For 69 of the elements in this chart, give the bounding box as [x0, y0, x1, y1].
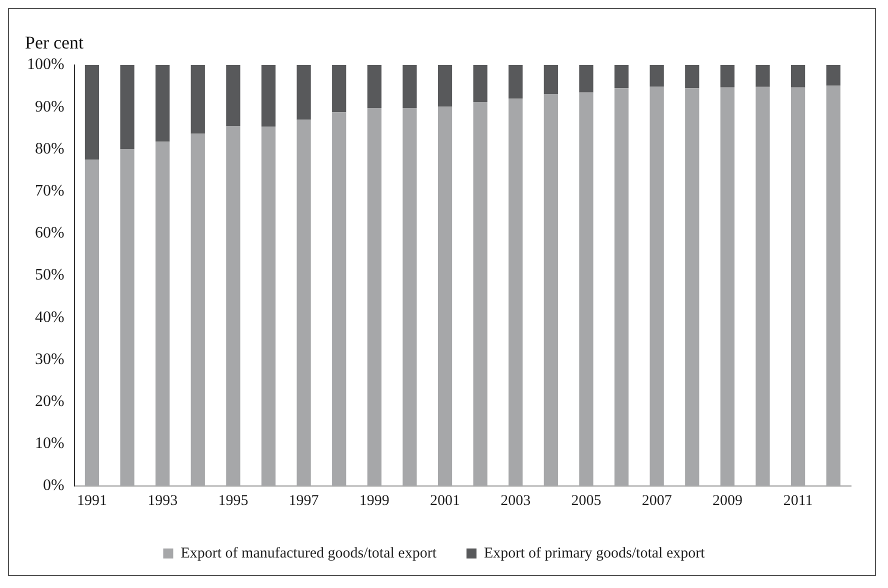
bar — [826, 65, 840, 86]
bar — [790, 65, 806, 88]
legend-label: Export of primary goods/total export — [484, 545, 706, 562]
bar — [720, 65, 734, 88]
bar — [790, 87, 806, 486]
y-tick-label: 20% — [35, 393, 64, 410]
bar — [438, 106, 452, 486]
x-tick-label: 2003 — [500, 492, 531, 509]
bar — [402, 65, 417, 108]
bar — [402, 108, 417, 486]
y-tick-label: 80% — [35, 140, 64, 158]
x-tick-label: 2009 — [712, 492, 742, 509]
bar — [720, 87, 734, 486]
bar — [544, 65, 558, 94]
y-tick-label: 100% — [27, 56, 64, 74]
bar — [614, 88, 629, 486]
y-tick-label: 30% — [35, 350, 64, 368]
bar — [826, 86, 840, 486]
x-tick-label: 1993 — [148, 492, 178, 509]
bar — [508, 98, 523, 486]
x-tick-label: 2001 — [430, 492, 460, 509]
x-tick-label: 2007 — [642, 492, 672, 509]
bar — [685, 65, 700, 88]
y-tick-label: 90% — [35, 98, 64, 116]
bar — [756, 65, 770, 87]
y-tick-label: 40% — [35, 308, 64, 326]
bar — [156, 65, 170, 142]
y-tick-label: 10% — [35, 435, 64, 452]
x-tick-label: 1997 — [288, 492, 320, 509]
bar — [296, 120, 311, 486]
bar — [473, 102, 488, 486]
y-tick-label: 60% — [35, 224, 64, 242]
bar — [190, 65, 205, 134]
bar — [296, 65, 311, 120]
bar — [332, 112, 346, 486]
bar — [261, 65, 276, 126]
bar — [650, 86, 664, 486]
bar — [544, 94, 558, 486]
bar — [367, 108, 382, 486]
x-tick-label: 2005 — [571, 492, 602, 509]
bar — [579, 65, 594, 92]
x-tick-label: 1991 — [76, 492, 107, 509]
bar — [156, 142, 170, 486]
y-tick-label: 0% — [43, 477, 64, 494]
bar — [438, 65, 452, 107]
x-tick-label: 2011 — [783, 492, 813, 509]
bar — [508, 65, 523, 99]
bar — [120, 149, 134, 486]
bar — [190, 134, 205, 486]
bar — [226, 65, 240, 126]
bar — [579, 92, 594, 486]
bar — [226, 126, 240, 486]
x-tick-label: 1999 — [359, 492, 390, 509]
bar — [650, 65, 664, 86]
bar — [84, 160, 100, 486]
bar — [261, 126, 276, 486]
bar — [367, 65, 382, 108]
x-tick-label: 1995 — [218, 492, 248, 509]
bar — [614, 65, 629, 88]
legend-label: Export of manufactured goods/total export — [180, 545, 438, 562]
bar — [685, 88, 700, 486]
bar — [332, 65, 346, 112]
bar — [473, 65, 488, 102]
y-axis-title: Per cent — [25, 32, 84, 53]
bar — [756, 86, 770, 486]
bar — [84, 65, 100, 160]
bar — [120, 65, 134, 150]
y-tick-label: 70% — [35, 182, 64, 200]
y-tick-label: 50% — [35, 266, 64, 284]
